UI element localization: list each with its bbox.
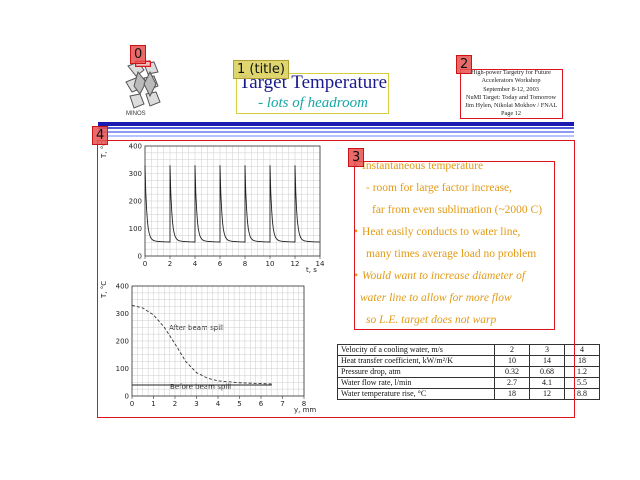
x-tick-label: 14 bbox=[316, 260, 325, 268]
after-spill-line bbox=[131, 304, 272, 385]
table-cell: 8.8 bbox=[564, 388, 600, 400]
header-line: September 8-12, 2003 bbox=[483, 85, 539, 93]
y-tick-label: 400 bbox=[116, 283, 129, 291]
bullet-text: so L.E. target does not warp bbox=[366, 314, 497, 326]
chart2-xlabel: y, mm bbox=[294, 406, 316, 414]
y-tick-label: 0 bbox=[125, 393, 129, 401]
table-cell: 18 bbox=[494, 388, 530, 400]
header-line: Accelerators Workshop bbox=[481, 77, 541, 85]
y-tick-label: 100 bbox=[129, 225, 142, 233]
bullet-marker: • bbox=[354, 226, 359, 238]
x-tick-label: 12 bbox=[291, 260, 300, 268]
annotation-tag-3: 3 bbox=[348, 148, 365, 167]
x-tick-label: 4 bbox=[216, 400, 221, 408]
table-row: Heat transfer coefficient, kW/m²/K 10 14… bbox=[337, 355, 600, 367]
x-tick-label: 0 bbox=[130, 400, 134, 408]
x-tick-label: 0 bbox=[143, 260, 147, 268]
annotation-box-3 bbox=[354, 161, 555, 330]
x-tick-label: 7 bbox=[280, 400, 284, 408]
header-line: High-power Targetry for Future bbox=[471, 69, 551, 76]
minos-logo bbox=[120, 59, 166, 120]
x-tick-label: 8 bbox=[302, 400, 306, 408]
bullet-text: water line to allow for more flow bbox=[360, 292, 512, 304]
temperature-time-chart: T, °C t, s 0 2 4 6 8 10 12 14 0 100 200 300 400 bbox=[100, 141, 325, 274]
annotation-tag-2: 2 bbox=[456, 55, 473, 74]
header-line: NuMI Target: Today and Tomorrow bbox=[465, 93, 557, 101]
before-beam-spill-label: Before beam spill bbox=[170, 383, 231, 391]
header-line: Page 12 bbox=[500, 110, 522, 118]
annotation-tag-1: 1 (title) bbox=[233, 60, 289, 79]
stripe-light bbox=[98, 131, 574, 133]
x-tick-label: 6 bbox=[259, 400, 264, 408]
y-tick-label: 100 bbox=[116, 365, 129, 373]
x-tick-label: 3 bbox=[194, 400, 198, 408]
bullet-item: - room for large factor increase, bbox=[354, 177, 566, 199]
bullet-item: • Would want to increase diameter of bbox=[354, 265, 554, 287]
stripe-mid bbox=[98, 127, 574, 129]
header-line: Jim Hylen, Nikolai Mokhov / FNAL bbox=[464, 102, 558, 110]
table-header-row: Velocity of a cooling water, m/s 2 3 4 bbox=[337, 344, 600, 356]
chart1-ylabel: T, °C bbox=[100, 141, 108, 159]
temperature-depth-chart: T, °C y, mm After beam spill Before beam… bbox=[100, 281, 316, 414]
bullet-text: Would want to increase diameter of bbox=[362, 270, 526, 282]
y-tick-label: 0 bbox=[138, 253, 142, 261]
x-tick-label: 10 bbox=[266, 260, 275, 268]
bullet-text: far from even sublimation (~2000 C) bbox=[372, 204, 543, 216]
annotation-tag-4: 4 bbox=[92, 126, 109, 145]
bullet-item: water line to allow for more flow bbox=[354, 287, 560, 309]
x-tick-label: 2 bbox=[173, 400, 177, 408]
table-row: Water temperature rise, °C 18 12 8.8 bbox=[337, 388, 600, 400]
stripe-lightest bbox=[98, 135, 574, 137]
x-tick-label: 2 bbox=[168, 260, 172, 268]
cooling-water-table: Velocity of a cooling water, m/s 2 3 4 H… bbox=[337, 344, 600, 400]
header-info: High-power Targetry for Future Accelerat… bbox=[460, 69, 562, 119]
bullet-marker: • bbox=[354, 270, 359, 282]
bullet-text: Instantaneous temperature bbox=[362, 160, 484, 172]
x-tick-label: 8 bbox=[243, 260, 247, 268]
y-tick-label: 200 bbox=[116, 338, 129, 346]
bullet-text: Heat easily conducts to water line, bbox=[362, 226, 521, 238]
plot-frame bbox=[144, 145, 321, 257]
y-tick-label: 400 bbox=[129, 143, 142, 151]
bullet-item: so L.E. target does not warp bbox=[354, 309, 566, 331]
x-tick-label: 6 bbox=[218, 260, 223, 268]
y-tick-label: 200 bbox=[129, 198, 142, 206]
stripe-dark bbox=[98, 122, 574, 126]
x-tick-label: 4 bbox=[193, 260, 198, 268]
annotation-box-1 bbox=[236, 73, 389, 114]
logo-text: MINOS bbox=[126, 111, 146, 117]
annotation-tag-0: 0 bbox=[130, 45, 147, 64]
temperature-series-line bbox=[144, 165, 320, 243]
y-tick-label: 300 bbox=[129, 170, 142, 178]
annotation-box-2 bbox=[460, 69, 563, 119]
chart1-xlabel: t, s bbox=[306, 266, 317, 274]
bullet-text: many times average load no problem bbox=[366, 248, 537, 260]
bullet-item: many times average load no problem bbox=[354, 243, 566, 265]
bullet-item: • Heat easily conducts to water line, bbox=[354, 221, 554, 243]
bullet-text: - room for large factor increase, bbox=[366, 182, 513, 194]
chart2-ylabel: T, °C bbox=[100, 281, 108, 299]
x-tick-label: 5 bbox=[237, 400, 241, 408]
y-tick-label: 300 bbox=[116, 310, 129, 318]
annotation-box-4 bbox=[97, 140, 575, 418]
x-tick-label: 1 bbox=[151, 400, 155, 408]
logo-graphic bbox=[125, 59, 161, 109]
slide-subtitle: - lots of headroom bbox=[258, 95, 368, 111]
bullet-item: far from even sublimation (~2000 C) bbox=[354, 199, 572, 221]
